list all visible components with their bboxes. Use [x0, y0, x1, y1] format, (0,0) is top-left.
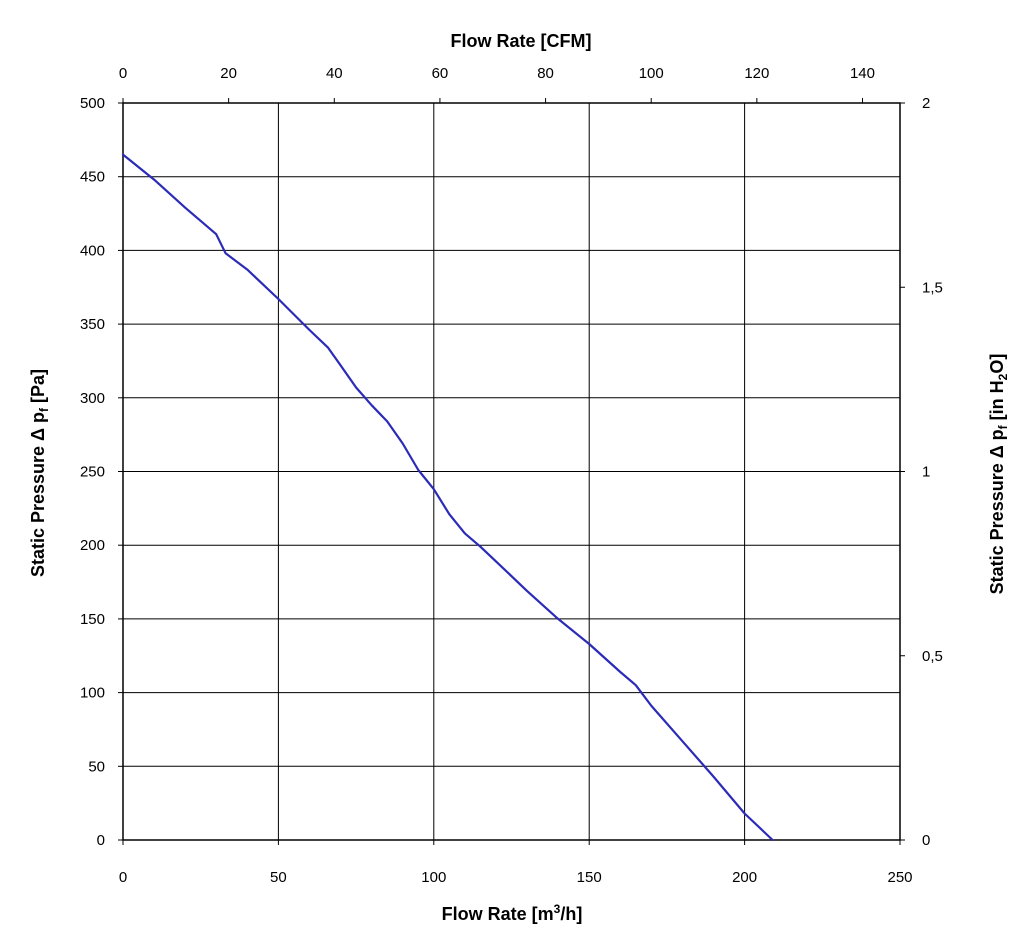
y-left-tick-label: 300: [80, 390, 105, 407]
y-right-tick-label: 2: [922, 95, 930, 112]
x-bottom-axis-title-sup: 3: [554, 902, 561, 916]
y-left-tick-label: 350: [80, 316, 105, 333]
y-right-axis-title-mid: [in H: [987, 380, 1007, 425]
x-top-tick-label: 20: [220, 65, 237, 82]
x-top-axis-title: Flow Rate [CFM]: [451, 31, 592, 51]
series-group: [121, 153, 774, 842]
y-left-axis-title-sub: f: [37, 407, 51, 412]
y-right-axis-title: Static Pressure Δ pf [in H2O]: [987, 354, 1010, 595]
x-bottom-axis-title: Flow Rate [m3/h]: [442, 902, 583, 924]
y-left-tick-label: 0: [97, 832, 105, 849]
y-left-tick-label: 100: [80, 685, 105, 702]
x-top-tick-label: 40: [326, 65, 343, 82]
x-bottom-tick-label: 0: [119, 869, 127, 886]
x-top-tick-label: 60: [432, 65, 449, 82]
y-left-tick-label: 200: [80, 537, 105, 554]
y-right-axis-title-sub: f: [996, 424, 1010, 429]
y-right-axis-title-end: O]: [987, 354, 1007, 374]
x-top-tick-label: 0: [119, 65, 127, 82]
y-left-tick-label: 250: [80, 464, 105, 481]
y-right-tick-label: 0,5: [922, 648, 943, 665]
x-top-tick-label: 120: [744, 65, 769, 82]
y-left-axis-title-main: Static Pressure Δ p: [28, 412, 48, 577]
x-bottom-tick-label: 150: [577, 869, 602, 886]
y-left-tick-label: 450: [80, 169, 105, 186]
y-right-axis-title-sub2: 2: [996, 373, 1010, 380]
y-right-tick-label: 1: [922, 464, 930, 481]
y-left-axis-title-end: [Pa]: [28, 369, 48, 408]
y-left-tick-label: 150: [80, 611, 105, 628]
x-bottom-tick-label: 250: [887, 869, 912, 886]
x-bottom-axis-title-main: Flow Rate [m: [442, 904, 554, 924]
y-right-axis-title-main: Static Pressure Δ p: [987, 429, 1007, 594]
y-left-tick-label: 50: [88, 758, 105, 775]
x-bottom-tick-label: 200: [732, 869, 757, 886]
y-right-tick-label: 0: [922, 832, 930, 849]
y-left-tick-label: 400: [80, 242, 105, 259]
y-right-tick-label: 1,5: [922, 279, 943, 296]
grid-lines: [122, 102, 901, 841]
x-bottom-tick-label: 100: [421, 869, 446, 886]
x-bottom-tick-label: 50: [270, 869, 287, 886]
axis-tick-marks: [118, 98, 905, 845]
y-left-axis-title: Static Pressure Δ pf [Pa]: [28, 369, 51, 577]
y-left-tick-label: 500: [80, 95, 105, 112]
series-line: [121, 153, 774, 842]
x-top-tick-label: 140: [850, 65, 875, 82]
x-top-tick-label: 100: [639, 65, 664, 82]
x-top-tick-label: 80: [537, 65, 554, 82]
x-bottom-axis-title-end: /h]: [560, 904, 582, 924]
